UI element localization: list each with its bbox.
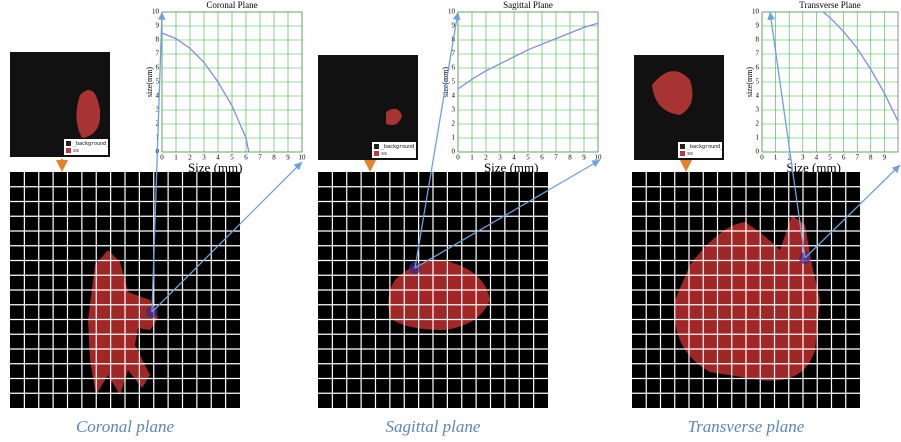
x-tick-label: 0 — [456, 154, 460, 162]
legend-swatch — [374, 151, 379, 156]
y-axis-label: size(mm) — [745, 67, 754, 98]
x-tick-label: 1 — [470, 154, 474, 162]
y-tick-label: 5 — [756, 78, 760, 86]
chart-title: Transverse Plane — [799, 0, 860, 10]
y-tick-label: 0 — [756, 148, 760, 156]
x-tick-label: 0 — [160, 154, 164, 162]
chart-title: Sagittal Plane — [503, 0, 553, 10]
y-tick-label: 1 — [756, 134, 760, 142]
y-tick-label: 6 — [756, 64, 760, 72]
y-tick-label: 2 — [756, 120, 760, 128]
x-tick-label: 8 — [869, 154, 873, 162]
x-tick-label: 9 — [582, 154, 586, 162]
x-tick-label: 8 — [272, 154, 276, 162]
y-tick-label: 6 — [452, 64, 456, 72]
y-tick-label: 7 — [756, 50, 760, 58]
x-tick-label: 1 — [174, 154, 178, 162]
legend-swatch — [66, 148, 71, 153]
y-tick-label: 5 — [156, 78, 160, 86]
legend-label: ss — [687, 151, 693, 157]
legend-swatch — [680, 144, 685, 149]
y-tick-label: 3 — [756, 106, 760, 114]
legend-label: ss — [381, 151, 387, 157]
x-tick-label: 7 — [258, 154, 262, 162]
legend-swatch — [374, 144, 379, 149]
y-tick-label: 4 — [452, 92, 456, 100]
x-tick-label: 9 — [883, 154, 887, 162]
y-tick-label: 10 — [152, 8, 160, 16]
x-tick-label: 6 — [540, 154, 544, 162]
y-tick-label: 8 — [156, 36, 160, 44]
caption: Sagittal plane — [386, 417, 481, 436]
x-axis-label: Size (mm) — [188, 160, 243, 175]
y-tick-label: 7 — [156, 50, 160, 58]
caption: Coronal plane — [76, 417, 175, 436]
x-axis-label: Size (mm) — [786, 160, 841, 175]
x-tick-label: 7 — [855, 154, 859, 162]
x-tick-label: 8 — [568, 154, 572, 162]
y-tick-label: 6 — [156, 64, 160, 72]
legend-label: ss — [73, 148, 79, 154]
y-tick-label: 10 — [752, 8, 760, 16]
y-tick-label: 3 — [452, 106, 456, 114]
x-tick-label: 0 — [760, 154, 764, 162]
x-tick-label: 9 — [286, 154, 290, 162]
y-tick-label: 0 — [452, 148, 456, 156]
x-tick-label: 6 — [244, 154, 248, 162]
x-tick-label: 1 — [774, 154, 778, 162]
x-axis-label: Size (mm) — [484, 160, 539, 175]
chart-title: Coronal Plane — [206, 0, 257, 10]
x-tick-label: 10 — [299, 154, 307, 162]
y-tick-label: 9 — [756, 22, 760, 30]
x-tick-label: 7 — [554, 154, 558, 162]
figure: _background_ss012345678910012345678910Co… — [0, 0, 901, 442]
legend-label: _background_ — [381, 144, 418, 150]
y-tick-label: 5 — [452, 78, 456, 86]
x-tick-label: 6 — [842, 154, 846, 162]
y-tick-label: 9 — [156, 22, 160, 30]
y-tick-label: 8 — [756, 36, 760, 44]
legend-swatch — [66, 141, 71, 146]
y-tick-label: 4 — [756, 92, 760, 100]
y-tick-label: 2 — [452, 120, 456, 128]
y-axis-label: size(mm) — [145, 67, 154, 98]
legend-swatch — [680, 151, 685, 156]
legend-label: _background_ — [687, 144, 724, 150]
caption: Transverse plane — [688, 417, 805, 436]
y-tick-label: 10 — [448, 8, 456, 16]
legend-label: _background_ — [73, 141, 110, 147]
y-tick-label: 1 — [452, 134, 456, 142]
